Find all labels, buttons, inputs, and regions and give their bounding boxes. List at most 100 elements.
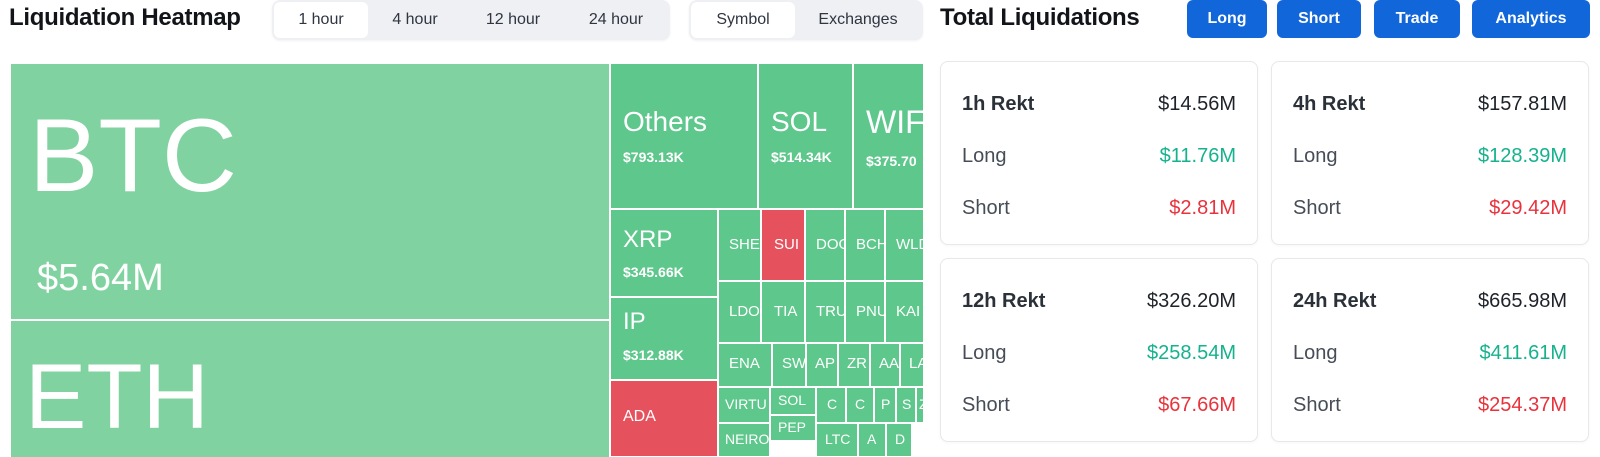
card-long-label: Long [1293,145,1338,167]
heatmap-tile-a[interactable]: A [858,423,886,457]
heatmap-tile-symbol: A [867,431,877,447]
page-title: Liquidation Heatmap [9,4,241,31]
card-long-label: Long [962,342,1007,364]
tab-4-hour[interactable]: 4 hour [392,11,438,28]
tab-12-hour[interactable]: 12 hour [485,11,541,28]
heatmap-tile-symbol: TIA [774,303,798,320]
heatmap-tile-wld[interactable]: WLD [885,209,924,281]
heatmap-tile-tia[interactable]: TIA [761,281,805,343]
heatmap-tile-s[interactable]: S [896,387,916,423]
group-tabs: Symbol Exchanges [689,0,923,40]
card-short-label: Short [962,394,1010,416]
heatmap-tile-d[interactable]: D [886,423,912,457]
heatmap-tile-symbol: IP [623,308,646,335]
heatmap-tile-symbol: XRP [623,226,673,253]
heatmap-tile-value: $345.66K [623,264,684,280]
heatmap-tile-c[interactable]: C [816,387,846,423]
heatmap-tile-ada[interactable]: ADA [610,380,718,457]
card-long-value: $258.54M [1147,342,1236,364]
heatmap-tile-symbol: SOL [771,106,828,137]
heatmap-tile-symbol: LA [909,355,923,372]
heatmap-tile-symbol: C [855,396,866,412]
heatmap-tile-symbol: SOL [778,392,807,408]
tab-exchanges[interactable]: Exchanges [818,11,898,28]
tab-symbol[interactable]: Symbol [691,2,795,38]
heatmap-tile-bch[interactable]: BCH [845,209,885,281]
card-long-value: $128.39M [1478,145,1567,167]
heatmap-tile-z[interactable]: Z [916,387,924,423]
card-long-label: Long [962,145,1007,167]
analytics-button[interactable]: Analytics [1472,0,1590,38]
heatmap-tile-xrp[interactable]: XRP $345.66K [610,209,718,297]
heatmap-tile-symbol: SHE [729,236,760,253]
heatmap-tile-sol[interactable]: SOL $514.34K [758,63,853,209]
time-range-tabs: 1 hour 4 hour 12 hour 24 hour [272,0,670,40]
heatmap-tile-kai[interactable]: KAI [885,281,924,343]
card-short-value: $29.42M [1489,197,1567,219]
card-short-label: Short [1293,394,1341,416]
long-button[interactable]: Long [1187,0,1267,38]
heatmap-tile-c[interactable]: C [846,387,874,423]
heatmap-tile-symbol: NEIRO [725,431,770,447]
heatmap-tile-neiro[interactable]: NEIRO [718,423,770,457]
heatmap-tile-zr[interactable]: ZR [838,343,870,387]
heatmap-tile-btc[interactable]: BTC $5.64M [10,63,610,320]
heatmap-tile-pnu[interactable]: PNU [845,281,885,343]
heatmap-tile-symbol: D [895,431,906,447]
heatmap-tile-symbol: PEP [778,419,807,435]
heatmap-tile-value: $793.13K [623,149,684,165]
heatmap-tile-p[interactable]: P [874,387,896,423]
heatmap-tile-sw[interactable]: SW [772,343,806,387]
heatmap-tile-aa[interactable]: AA [870,343,900,387]
rekt-card-4h: 4h Rekt $157.81M Long $128.39M Short $29.42… [1271,61,1589,245]
heatmap-tile-ena[interactable]: ENA [718,343,772,387]
card-short-value: $254.37M [1478,394,1567,416]
heatmap-tile-value: $312.88K [623,347,684,363]
tab-24-hour[interactable]: 24 hour [588,11,644,28]
heatmap-tile-symbol: ADA [623,408,656,425]
heatmap-tile-virtu[interactable]: VIRTU [718,387,770,423]
heatmap-tile-she[interactable]: SHE [718,209,761,281]
heatmap-tile-ltc[interactable]: LTC [816,423,858,457]
heatmap-tile-symbol: Others [623,106,708,137]
heatmap-tile-dog[interactable]: DOG [805,209,845,281]
heatmap-tile-symbol: SW [782,355,806,372]
card-label: 1h Rekt [962,93,1035,115]
heatmap-tile-symbol: PNU [856,303,885,320]
heatmap-tile-wif[interactable]: WIF $375.70 [853,63,924,209]
card-total: $157.81M [1478,93,1567,115]
heatmap-tile-ldo[interactable]: LDO [718,281,761,343]
short-button[interactable]: Short [1277,0,1361,38]
tab-1-hour[interactable]: 1 hour [274,2,368,38]
heatmap-tile-sui[interactable]: SUI [761,209,805,281]
card-short-label: Short [1293,197,1341,219]
heatmap-tile-eth[interactable]: ETH [10,320,610,457]
heatmap-tile-symbol: TRU [816,303,845,320]
heatmap-tile-symbol: Z [919,397,923,411]
total-liquidations-title: Total Liquidations [940,4,1140,31]
heatmap-tile-symbol: DOG [816,236,844,253]
card-short-value: $2.81M [1169,197,1236,219]
card-long-value: $11.76M [1159,145,1236,167]
heatmap-tile-tru[interactable]: TRU [805,281,845,343]
card-long-label: Long [1293,342,1338,364]
heatmap-tile-ap[interactable]: AP [806,343,838,387]
liquidation-heatmap: BTC $5.64M ETH Others $793.13K SOL $514.34K WIF… [10,63,924,457]
heatmap-tile-symbol: C [827,396,838,412]
rekt-card-1h: 1h Rekt $14.56M Long $11.76M Short $2.81M [940,61,1258,245]
rekt-card-12h: 12h Rekt $326.20M Long $258.54M Short $67.6… [940,258,1258,442]
heatmap-tile-value: $5.64M [37,257,164,299]
trade-button[interactable]: Trade [1374,0,1460,38]
rekt-card-24h: 24h Rekt $665.98M Long $411.61M Short $254.… [1271,258,1589,442]
heatmap-tile-symbol: LDO [729,303,760,320]
heatmap-tile-la[interactable]: LA [900,343,924,387]
heatmap-tile-pep[interactable]: PEP [770,415,816,441]
card-short-label: Short [962,197,1010,219]
heatmap-tile-symbol: AP [815,355,836,372]
heatmap-tile-ip[interactable]: IP $312.88K [610,297,718,380]
heatmap-tile-symbol: WIF [866,104,924,140]
card-total: $665.98M [1478,290,1567,312]
heatmap-tile-others[interactable]: Others $793.13K [610,63,758,209]
heatmap-tile-sol[interactable]: SOL [770,387,816,415]
heatmap-tile-symbol: ENA [729,355,760,372]
